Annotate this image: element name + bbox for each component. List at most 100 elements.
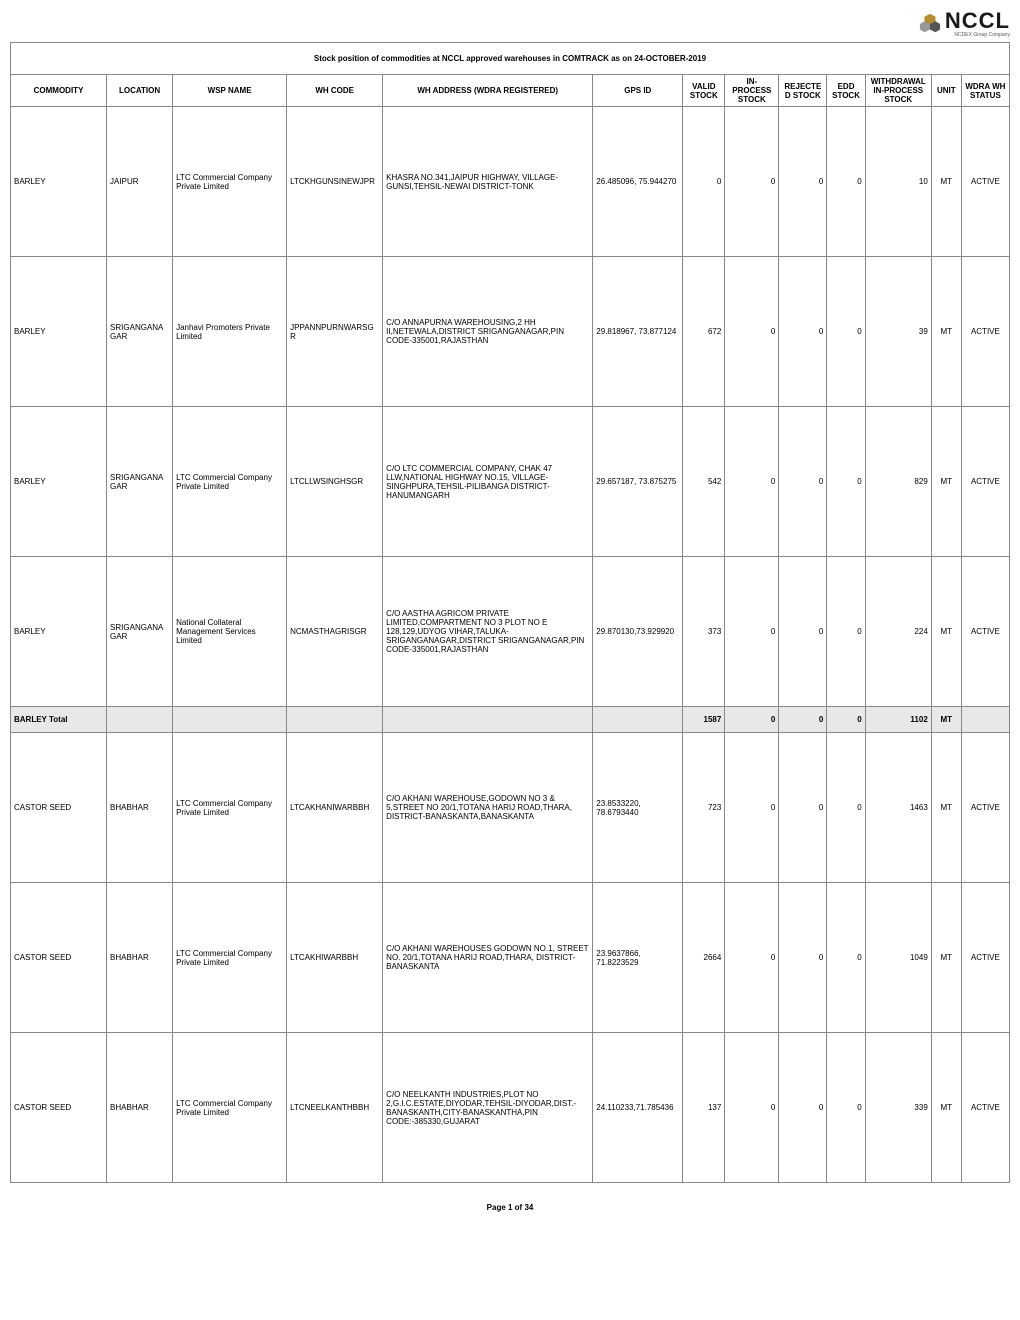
- cell: MT: [931, 107, 961, 257]
- col-location: LOCATION: [107, 75, 173, 107]
- logo-text-block: NCCL NCDEX Group Company: [945, 10, 1010, 38]
- cell: 1587: [683, 707, 725, 733]
- cell: MT: [931, 883, 961, 1033]
- cell: 0: [779, 557, 827, 707]
- cell: LTC Commercial Company Private Limited: [173, 107, 287, 257]
- header-row: COMMODITY LOCATION WSP NAME WH CODE WH A…: [11, 75, 1010, 107]
- cell: Janhavi Promoters Private Limited: [173, 257, 287, 407]
- cell: [287, 707, 383, 733]
- cell: 829: [865, 407, 931, 557]
- cell: 0: [827, 557, 865, 707]
- cell: LTCAKHANIWARBBH: [287, 733, 383, 883]
- cell: 23.8533220, 78.6793440: [593, 733, 683, 883]
- col-addr: WH ADDRESS (WDRA REGISTERED): [383, 75, 593, 107]
- cell: 0: [827, 883, 865, 1033]
- logo-main-text: NCCL: [945, 10, 1010, 32]
- cell: KHASRA NO.341,JAIPUR HIGHWAY, VILLAGE-GU…: [383, 107, 593, 257]
- cell: JAIPUR: [107, 107, 173, 257]
- cell: 0: [725, 1033, 779, 1183]
- cell: 1102: [865, 707, 931, 733]
- cell: BARLEY: [11, 557, 107, 707]
- cell: 224: [865, 557, 931, 707]
- cell: 373: [683, 557, 725, 707]
- cell: 0: [779, 883, 827, 1033]
- cell: C/O ANNAPURNA WAREHOUSING,2 HH II,NETEWA…: [383, 257, 593, 407]
- table-row: BARLEYSRIGANGANAGARJanhavi Promoters Pri…: [11, 257, 1010, 407]
- col-edd: EDD STOCK: [827, 75, 865, 107]
- cell: NCMASTHAGRISGR: [287, 557, 383, 707]
- cell: 0: [725, 883, 779, 1033]
- cell: 23.9637866, 71.8223529: [593, 883, 683, 1033]
- cell: 0: [725, 557, 779, 707]
- col-rej: REJECTED STOCK: [779, 75, 827, 107]
- cell: 672: [683, 257, 725, 407]
- cell: ACTIVE: [961, 407, 1009, 557]
- cell: ACTIVE: [961, 733, 1009, 883]
- nccl-hex-icon: [919, 13, 941, 35]
- cell: C/O AKHANI WAREHOUSE,GODOWN NO 3 & 5,STR…: [383, 733, 593, 883]
- table-total-row: BARLEY Total15870001102MT: [11, 707, 1010, 733]
- cell: 0: [779, 707, 827, 733]
- cell: LTC Commercial Company Private Limited: [173, 1033, 287, 1183]
- cell: ACTIVE: [961, 107, 1009, 257]
- cell: CASTOR SEED: [11, 1033, 107, 1183]
- cell: 137: [683, 1033, 725, 1183]
- cell: 0: [779, 257, 827, 407]
- cell: C/O NEELKANTH INDUSTRIES,PLOT NO 2,G.I.C…: [383, 1033, 593, 1183]
- cell: [173, 707, 287, 733]
- page-footer: Page 1 of 34: [10, 1203, 1010, 1212]
- cell: 26.485096, 75.944270: [593, 107, 683, 257]
- cell: C/O AKHANI WAREHOUSES GODOWN NO.1, STREE…: [383, 883, 593, 1033]
- cell: ACTIVE: [961, 1033, 1009, 1183]
- cell: C/O AASTHA AGRICOM PRIVATE LIMITED,COMPA…: [383, 557, 593, 707]
- cell: 0: [827, 733, 865, 883]
- cell: LTC Commercial Company Private Limited: [173, 407, 287, 557]
- table-body: BARLEYJAIPURLTC Commercial Company Priva…: [11, 107, 1010, 1183]
- cell: 0: [779, 407, 827, 557]
- cell: [107, 707, 173, 733]
- cell: 339: [865, 1033, 931, 1183]
- cell: ACTIVE: [961, 257, 1009, 407]
- col-inproc: IN-PROCESS STOCK: [725, 75, 779, 107]
- cell: MT: [931, 733, 961, 883]
- cell: BARLEY: [11, 107, 107, 257]
- cell: 29.818967, 73.877124: [593, 257, 683, 407]
- cell: 39: [865, 257, 931, 407]
- cell: [961, 707, 1009, 733]
- col-unit: UNIT: [931, 75, 961, 107]
- cell: MT: [931, 557, 961, 707]
- cell: 0: [683, 107, 725, 257]
- cell: 1463: [865, 733, 931, 883]
- table-row: BARLEYSRIGANGANAGARLTC Commercial Compan…: [11, 407, 1010, 557]
- cell: BARLEY: [11, 257, 107, 407]
- col-with: WITHDRAWAL IN-PROCESS STOCK: [865, 75, 931, 107]
- stock-table: Stock position of commodities at NCCL ap…: [10, 42, 1010, 1183]
- cell: ACTIVE: [961, 883, 1009, 1033]
- cell: CASTOR SEED: [11, 733, 107, 883]
- cell: 0: [827, 257, 865, 407]
- cell: 2664: [683, 883, 725, 1033]
- logo-sub-text: NCDEX Group Company: [945, 32, 1010, 38]
- col-gps: GPS ID: [593, 75, 683, 107]
- cell: 0: [725, 733, 779, 883]
- title-row: Stock position of commodities at NCCL ap…: [11, 43, 1010, 75]
- table-row: BARLEYSRIGANGANAGARNational Collateral M…: [11, 557, 1010, 707]
- cell: 0: [725, 707, 779, 733]
- cell: BHABHAR: [107, 733, 173, 883]
- cell: LTCNEELKANTHBBH: [287, 1033, 383, 1183]
- col-whcode: WH CODE: [287, 75, 383, 107]
- cell: 0: [725, 407, 779, 557]
- cell: BARLEY: [11, 407, 107, 557]
- col-commodity: COMMODITY: [11, 75, 107, 107]
- cell: LTCKHGUNSINEWJPR: [287, 107, 383, 257]
- table-row: CASTOR SEEDBHABHARLTC Commercial Company…: [11, 733, 1010, 883]
- cell: SRIGANGANAGAR: [107, 557, 173, 707]
- cell: BHABHAR: [107, 1033, 173, 1183]
- table-title: Stock position of commodities at NCCL ap…: [11, 43, 1010, 75]
- cell: 0: [779, 733, 827, 883]
- cell: SRIGANGANAGAR: [107, 407, 173, 557]
- cell: 29.870130,73.929920: [593, 557, 683, 707]
- cell: BARLEY Total: [11, 707, 107, 733]
- col-status: WDRA WH STATUS: [961, 75, 1009, 107]
- cell: JPPANNPURNWARSGR: [287, 257, 383, 407]
